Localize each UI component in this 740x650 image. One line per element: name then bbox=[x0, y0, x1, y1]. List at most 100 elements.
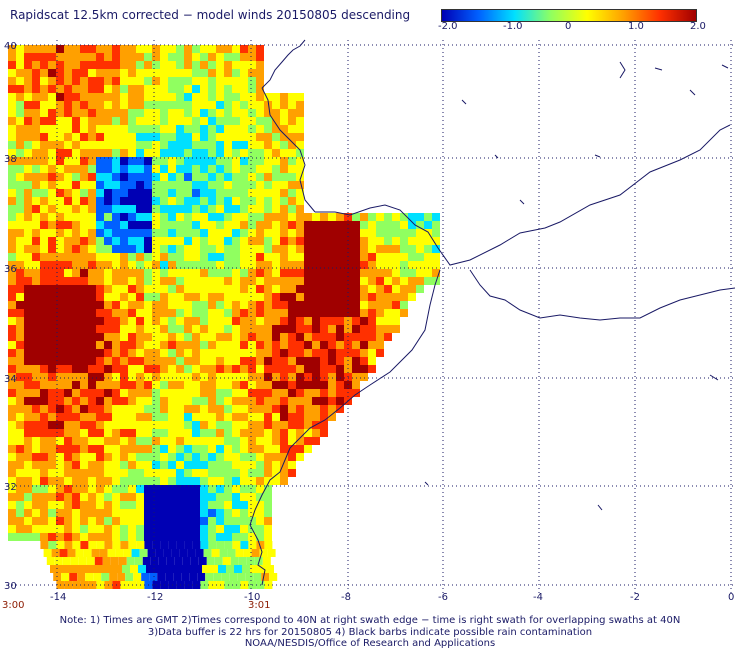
swath-cell bbox=[160, 517, 168, 525]
swath-cell bbox=[312, 373, 320, 381]
swath-cell bbox=[272, 221, 280, 229]
swath-cell bbox=[408, 285, 416, 293]
swath-cell bbox=[40, 437, 48, 445]
swath-cell bbox=[128, 453, 136, 461]
swath-cell bbox=[232, 77, 240, 85]
swath-cell bbox=[320, 309, 328, 317]
swath-cell bbox=[224, 61, 232, 69]
swath-cell bbox=[104, 309, 112, 317]
swath-cell bbox=[232, 421, 240, 429]
swath-cell bbox=[224, 373, 232, 381]
swath-cell bbox=[112, 205, 120, 213]
swath-cell bbox=[128, 69, 136, 77]
swath-cell bbox=[256, 485, 264, 493]
swath-cell bbox=[40, 109, 48, 117]
swath-cell bbox=[200, 245, 208, 253]
swath-cell bbox=[208, 93, 216, 101]
swath-cell bbox=[72, 413, 80, 421]
swath-cell bbox=[24, 301, 32, 309]
swath-cell bbox=[256, 245, 264, 253]
swath-cell bbox=[256, 389, 264, 397]
swath-cell bbox=[136, 269, 144, 277]
swath-cell bbox=[264, 189, 272, 197]
swath-cell bbox=[120, 349, 128, 357]
swath-cell bbox=[8, 157, 16, 165]
y-tick-36: 36 bbox=[4, 264, 17, 275]
swath-cell bbox=[144, 365, 152, 373]
swath-cell bbox=[248, 93, 256, 101]
swath-cell bbox=[56, 277, 64, 285]
swath-cell bbox=[352, 229, 360, 237]
swath-cell bbox=[216, 117, 224, 125]
swath-cell bbox=[96, 325, 104, 333]
swath-cell bbox=[136, 181, 144, 189]
swath-cell bbox=[128, 437, 136, 445]
swath-cell bbox=[16, 93, 24, 101]
swath-cell bbox=[176, 341, 184, 349]
swath-cell bbox=[80, 269, 88, 277]
swath-cell bbox=[96, 149, 104, 157]
swath-cell bbox=[200, 333, 208, 341]
swath-cell bbox=[66, 565, 74, 573]
swath-cell bbox=[56, 365, 64, 373]
swath-cell bbox=[200, 453, 208, 461]
swath-cell bbox=[256, 261, 264, 269]
swath-cell bbox=[203, 549, 212, 557]
swath-cell bbox=[128, 349, 136, 357]
swath-cell bbox=[264, 157, 272, 165]
swath-cell bbox=[88, 61, 96, 69]
swath-cell bbox=[144, 405, 152, 413]
swath-cell bbox=[352, 357, 360, 365]
swath-cell bbox=[144, 389, 152, 397]
swath-cell bbox=[352, 365, 360, 373]
swath-cell bbox=[312, 413, 320, 421]
swath-cell bbox=[240, 45, 248, 53]
swath-cell bbox=[224, 117, 232, 125]
swath-cell bbox=[40, 413, 48, 421]
swath-cell bbox=[64, 453, 72, 461]
swath-cell bbox=[224, 461, 232, 469]
swath-cell bbox=[24, 101, 32, 109]
swath-cell bbox=[136, 373, 144, 381]
swath-cell bbox=[264, 117, 272, 125]
swath-cell bbox=[112, 213, 120, 221]
swath-cell bbox=[224, 69, 232, 77]
swath-cell bbox=[264, 133, 272, 141]
swath-cell bbox=[168, 429, 176, 437]
swath-cell bbox=[168, 341, 176, 349]
swath-cell bbox=[136, 333, 144, 341]
colorbar-tick-pos2: 2.0 bbox=[690, 21, 706, 32]
swath-cell bbox=[312, 437, 320, 445]
swath-cell bbox=[72, 525, 80, 533]
swath-cell bbox=[152, 293, 160, 301]
swath-cell bbox=[104, 261, 112, 269]
swath-cell bbox=[40, 445, 48, 453]
swath-cell bbox=[264, 365, 272, 373]
swath-cell bbox=[86, 557, 95, 565]
swath-cell bbox=[144, 69, 152, 77]
swath-cell bbox=[8, 501, 16, 509]
swath-cell bbox=[120, 189, 128, 197]
swath-cell bbox=[128, 381, 136, 389]
swath-cell bbox=[64, 477, 72, 485]
swath-cell bbox=[144, 53, 152, 61]
swath-cell bbox=[144, 229, 152, 237]
swath-cell bbox=[205, 573, 214, 581]
swath-cell bbox=[200, 469, 208, 477]
swath-cell bbox=[48, 349, 56, 357]
swath-cell bbox=[328, 229, 336, 237]
swath-cell bbox=[168, 437, 176, 445]
swath-cell bbox=[232, 85, 240, 93]
swath-cell bbox=[104, 85, 112, 93]
swath-cell bbox=[56, 357, 64, 365]
swath-cell bbox=[200, 141, 208, 149]
swath-cell bbox=[216, 45, 224, 53]
swath-cell bbox=[272, 277, 280, 285]
swath-cell bbox=[168, 533, 176, 541]
swath-cell bbox=[184, 533, 192, 541]
swath-cell bbox=[72, 485, 80, 493]
swath-cell bbox=[240, 149, 248, 157]
swath-cell bbox=[48, 501, 56, 509]
swath-cell bbox=[88, 397, 96, 405]
swath-cell bbox=[104, 53, 112, 61]
